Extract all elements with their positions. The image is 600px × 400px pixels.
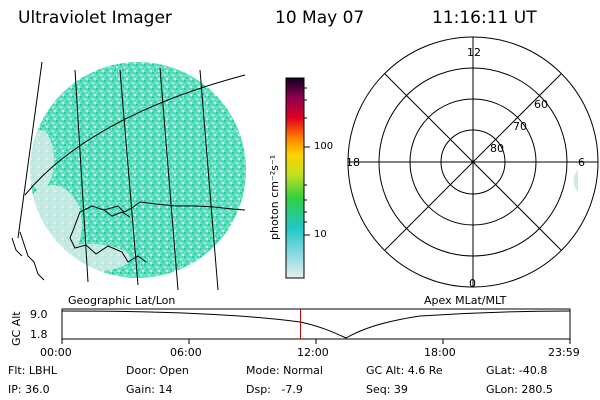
status-dsp: Dsp: -7.9 [246,383,303,396]
date-label: 10 May 07 [275,8,365,28]
colorbar-tick-100: 100 [314,141,334,152]
status-seq: Seq: 39 [366,383,408,396]
altitude-timeline [61,308,571,344]
status-filter: Flt: LBHL [8,364,57,377]
status-gc-alt: GC Alt: 4.6 Re [366,364,443,377]
polar-dial [347,36,599,288]
geographic-projection-label: Geographic Lat/Lon [68,294,176,307]
mlat-label-60: 60 [534,98,548,111]
timeline-ytick-min: 1.8 [30,328,48,341]
mlt-label-6: 6 [578,156,585,169]
mlt-label-12: 12 [467,46,481,59]
mlt-label-0: 0 [469,277,476,290]
status-gain: Gain: 14 [126,383,173,396]
mlat-label-70: 70 [513,120,527,133]
mlt-label-18: 18 [346,156,360,169]
polar-emission-patch [573,170,578,192]
status-door: Door: Open [126,364,189,377]
status-glon: GLon: 280.5 [486,383,553,396]
colorbar-unit-label: photon cm⁻²s⁻¹ [268,154,281,240]
timeline-ytick-max: 9.0 [30,308,48,321]
colorbar [285,77,310,279]
status-ip: IP: 36.0 [8,383,50,396]
instrument-title: Ultraviolet Imager [18,8,172,28]
timeline-xtick-0000: 00:00 [40,346,72,359]
apex-projection-label: Apex MLat/MLT [424,294,507,307]
timeline-xtick-1800: 18:00 [424,346,456,359]
timeline-xtick-0600: 06:00 [170,346,202,359]
timeline-ylabel: GC Alt [10,311,23,346]
timeline-xtick-1200: 12:00 [297,346,329,359]
colorbar-tick-10: 10 [314,229,327,240]
mlat-label-80: 80 [490,142,504,155]
time-label: 11:16:11 UT [432,8,537,28]
status-mode: Mode: Normal [246,364,323,377]
timeline-xtick-2359: 23:59 [548,346,580,359]
uvi-image [11,61,246,291]
status-glat: GLat: -40.8 [486,364,548,377]
